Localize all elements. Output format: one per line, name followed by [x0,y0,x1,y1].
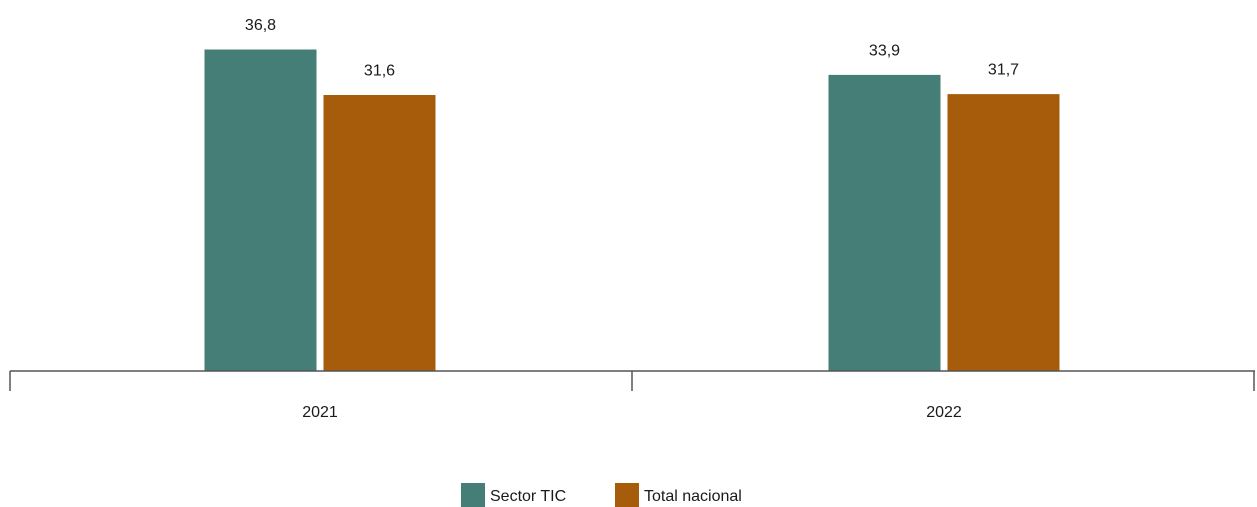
x-tick-label-2022: 2022 [926,404,962,421]
x-tick-label-2021: 2021 [302,404,338,421]
value-label-total-nacional-2022: 31,7 [988,62,1019,79]
x-tick-labels: 2021 2022 [302,404,962,421]
bar-total-nacional-2021 [322,94,437,372]
value-labels-layer: 36,8 31,6 33,9 31,7 [245,17,1019,80]
bars-layer [203,48,1061,372]
x-axis [9,370,1255,391]
value-label-sector-tic-2021: 36,8 [245,17,276,34]
legend-swatch-total-nacional [615,483,639,507]
value-label-sector-tic-2022: 33,9 [869,42,900,59]
legend-label-sector-tic: Sector TIC [490,488,566,505]
legend-swatch-sector-tic [461,483,485,507]
bar-total-nacional-2022 [946,93,1061,372]
bar-sector-tic-2021 [203,48,318,372]
value-label-total-nacional-2021: 31,6 [364,63,395,80]
legend: Sector TIC Total nacional [461,483,742,507]
bar-sector-tic-2022 [827,73,942,372]
legend-label-total-nacional: Total nacional [644,488,742,505]
